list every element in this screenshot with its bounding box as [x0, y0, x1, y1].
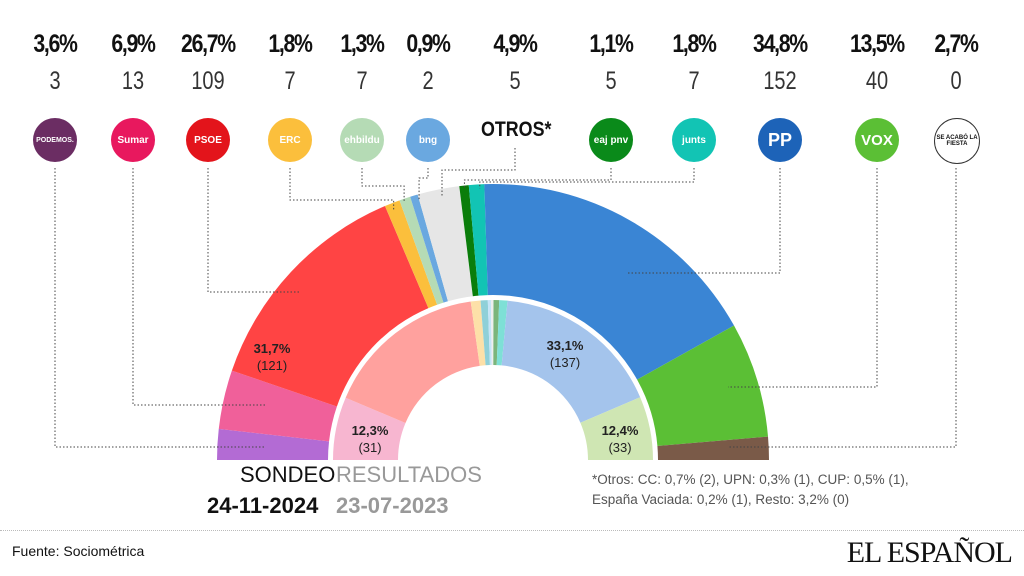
party-logo-icon: ERC	[268, 118, 312, 162]
party-logo-icon: eaj pnv	[589, 118, 633, 162]
party-logo-icon: SE ACABÓ LA FIESTA	[934, 118, 980, 164]
footnote-line: España Vaciada: 0,2% (1), Resto: 3,2% (0…	[592, 492, 850, 507]
inner-label-psoe: 31,7% (121)	[253, 341, 291, 373]
party-seats: 7	[356, 67, 368, 95]
party-logo-icon: PSOE	[186, 118, 230, 162]
party-logo-icon: PODEMOS.	[33, 118, 77, 162]
party-pct: 6,9%	[111, 30, 156, 58]
party-pct: 1,8%	[672, 30, 717, 58]
inner-arc-eaj-pnv	[493, 300, 500, 366]
party-seats: 7	[284, 67, 296, 95]
divider	[0, 530, 1024, 531]
outer-ring-date: 24-11-2024	[207, 493, 319, 518]
party-seats: 152	[763, 67, 797, 95]
outer-arc-pp	[484, 183, 735, 380]
leader-line	[441, 148, 516, 196]
party-seats: 109	[191, 67, 225, 95]
party-pct: 1,8%	[268, 30, 313, 58]
footnote-line: *Otros: CC: 0,7% (2), UPN: 0,3% (1), CUP…	[592, 472, 909, 487]
inner-label-pp: 33,1% (137)	[546, 338, 584, 370]
leader-line	[289, 168, 395, 211]
inner-label-vox: 12,4% (33)	[601, 423, 639, 455]
party-pct: 3,6%	[33, 30, 78, 58]
inner-arc-psoe	[345, 301, 480, 424]
otros-label: OTROS*	[481, 118, 552, 141]
party-logo-icon: PP	[758, 118, 802, 162]
party-seats: 7	[688, 67, 700, 95]
outer-arc-podemos	[217, 428, 330, 460]
outer-ring-label: SONDEO	[240, 462, 336, 487]
leader-line	[728, 168, 878, 388]
outer-arc-bng	[410, 194, 448, 303]
party-pct: 2,7%	[934, 30, 979, 58]
party-pct: 0,9%	[406, 30, 451, 58]
outer-arc-vox	[637, 325, 769, 447]
party-pct: 4,9%	[493, 30, 538, 58]
inner-arc-erc	[470, 300, 486, 366]
party-seats: 40	[865, 67, 889, 95]
source: Fuente: Sociométrica	[12, 543, 145, 559]
leader-line	[728, 168, 957, 448]
inner-label-sumar: 12,3% (31)	[351, 423, 389, 455]
outer-arc-se-acab-la-fiesta	[657, 436, 769, 460]
inner-ring-label: RESULTADOS	[336, 462, 482, 487]
outer-arc-psoe	[231, 206, 429, 407]
party-logo-icon: ehbildu	[340, 118, 384, 162]
inner-arc-sumar	[333, 397, 406, 460]
inner-arc-pp	[501, 300, 641, 423]
party-logo-icon: Sumar	[111, 118, 155, 162]
party-seats: 5	[605, 67, 617, 95]
party-seats: 13	[121, 67, 145, 95]
inner-arc-vox	[580, 397, 653, 460]
inner-arc-ehbildu	[480, 300, 490, 366]
party-seats: 5	[509, 67, 521, 95]
party-logo-icon: VOX	[855, 118, 899, 162]
party-seats: 3	[49, 67, 61, 95]
leader-line	[628, 168, 781, 274]
party-pct: 1,3%	[340, 30, 385, 58]
outer-arc-erc	[384, 200, 438, 309]
party-pct: 13,5%	[850, 30, 905, 58]
outer-arc-junts	[468, 184, 488, 296]
inner-ring-date: 23-07-2023	[336, 493, 449, 518]
brand-logo: EL ESPAÑOL	[846, 536, 1013, 569]
outer-arc-ehbildu	[399, 196, 444, 305]
party-seats: 2	[422, 67, 434, 95]
party-logo-icon: junts	[672, 118, 716, 162]
leader-line	[463, 168, 612, 190]
party-logo-icon: bng	[406, 118, 450, 162]
party-seats: 0	[950, 67, 962, 95]
party-pct: 26,7%	[181, 30, 236, 58]
leader-line	[361, 168, 405, 203]
leader-line	[479, 168, 695, 189]
leader-line	[207, 168, 300, 293]
inner-arc-bng	[487, 300, 492, 366]
outer-arc-eaj-pnv	[459, 185, 479, 297]
party-pct: 34,8%	[753, 30, 808, 58]
outer-arc-sumar	[218, 370, 337, 442]
footnote: *Otros: CC: 0,7% (2), UPN: 0,3% (1), CUP…	[592, 470, 1012, 510]
inner-arc-otros	[490, 300, 494, 366]
outer-arc-otros-	[417, 186, 473, 302]
leader-line	[418, 168, 429, 200]
party-pct: 1,1%	[589, 30, 634, 58]
inner-arc-junts	[496, 300, 508, 366]
